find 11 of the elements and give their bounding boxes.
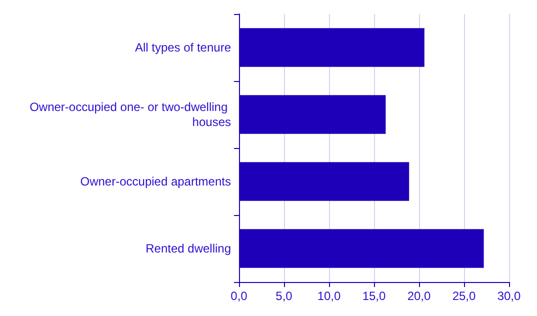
- x-tick-label: 20,0: [407, 289, 431, 303]
- x-tick-label: 30,0: [497, 289, 521, 303]
- y-tick-label: Owner-occupied one- or two-dwelling houses: [30, 100, 231, 129]
- y-tick-label: All types of tenure: [134, 40, 232, 54]
- x-tick-label: 15,0: [362, 289, 386, 303]
- y-tick-label: Rented dwelling: [146, 242, 231, 256]
- x-tick-label: 5,0: [276, 289, 293, 303]
- x-tick-label: 25,0: [452, 289, 476, 303]
- x-tick-label: 10,0: [317, 289, 341, 303]
- y-tick-label: Owner-occupied apartments: [80, 174, 231, 188]
- x-tick-label: 0,0: [230, 289, 248, 303]
